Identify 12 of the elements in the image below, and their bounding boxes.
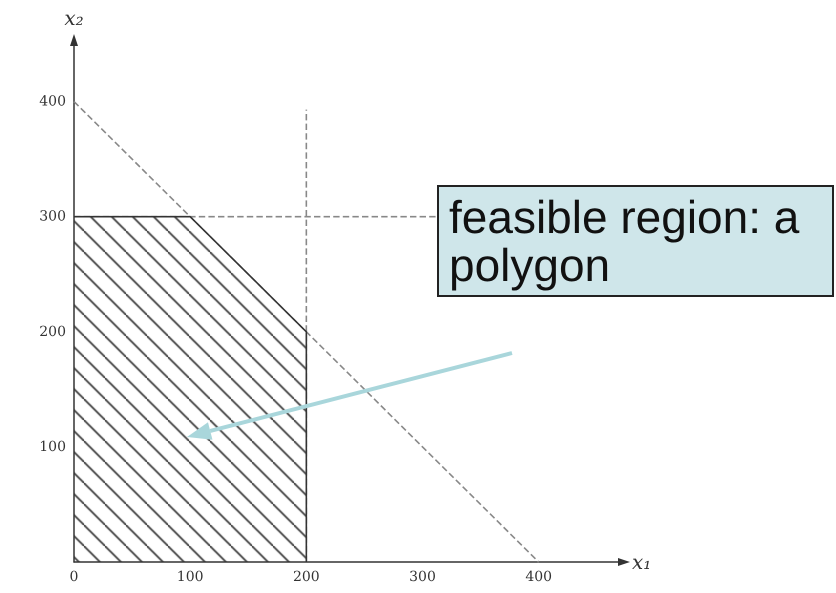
x-tick-label: 400 [525, 569, 552, 585]
x-tick-label: 300 [409, 569, 436, 585]
y-tick-label: 200 [39, 324, 66, 340]
y-tick-label: 400 [39, 94, 66, 110]
x-tick-label: 100 [176, 569, 204, 585]
x-axis-title: x₁ [632, 550, 652, 574]
y-axis-title: x₂ [64, 6, 84, 30]
annotation: feasible region: a polygon [437, 185, 834, 297]
y-tick-label: 100 [39, 438, 66, 455]
y-tick-label: 300 [39, 208, 66, 225]
x-tick-label: 0 [70, 569, 78, 585]
x-tick-label: 200 [292, 569, 320, 585]
